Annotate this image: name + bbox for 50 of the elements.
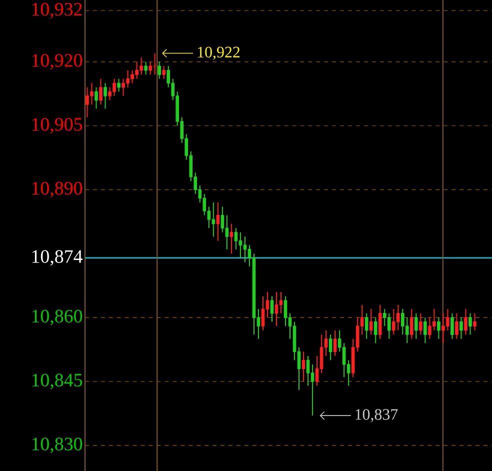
y-tick-label: 10,905 — [32, 118, 82, 134]
candlestick — [148, 61, 152, 76]
y-tick-label: 10,874 — [32, 250, 83, 266]
candlestick — [414, 312, 418, 340]
candlestick — [333, 330, 337, 356]
candlestick — [238, 232, 242, 258]
candlestick — [328, 334, 332, 361]
candlestick — [468, 312, 472, 336]
candlestick — [396, 304, 400, 331]
candlestick — [144, 61, 148, 76]
y-tick-label: 10,932 — [32, 2, 82, 18]
candlestick — [464, 308, 468, 336]
candlestick — [369, 308, 373, 336]
y-tick-label: 10,920 — [32, 54, 82, 70]
candlestick — [460, 317, 463, 340]
candlestick — [117, 78, 120, 92]
y-tick-label: 10,830 — [32, 438, 82, 454]
candlestick — [216, 202, 220, 242]
candlestick — [99, 78, 102, 105]
candlestick — [437, 317, 440, 340]
candlestick — [364, 312, 368, 340]
candlestick — [261, 296, 265, 331]
candlestick — [104, 82, 107, 110]
candlestick — [220, 206, 224, 233]
candlestick — [310, 364, 314, 416]
y-tick-label: 10,890 — [32, 182, 82, 198]
annotation: 10,837 — [356, 409, 398, 422]
y-tick-label: 10,860 — [32, 310, 82, 326]
candlestick — [302, 351, 306, 382]
candlestick — [374, 317, 378, 344]
candlestick — [306, 355, 310, 386]
candlestick — [274, 291, 278, 327]
candlestick — [94, 86, 98, 110]
annotation: 10,922 — [198, 46, 240, 60]
candlestick — [270, 296, 274, 322]
candlestick — [455, 312, 458, 340]
candlestick — [158, 61, 161, 80]
candlestick — [378, 304, 382, 340]
candlestick — [230, 223, 234, 254]
y-tick-label: 10,845 — [32, 374, 82, 390]
candlestick — [284, 296, 288, 327]
candlestick — [473, 312, 476, 331]
candlestick — [387, 312, 391, 340]
candlestick — [162, 66, 166, 80]
candlestick — [234, 228, 238, 250]
candlestick — [279, 291, 283, 314]
candlestick — [424, 317, 427, 344]
candlestick — [419, 312, 422, 336]
candlestick — [410, 308, 414, 340]
candlestick — [450, 312, 454, 340]
